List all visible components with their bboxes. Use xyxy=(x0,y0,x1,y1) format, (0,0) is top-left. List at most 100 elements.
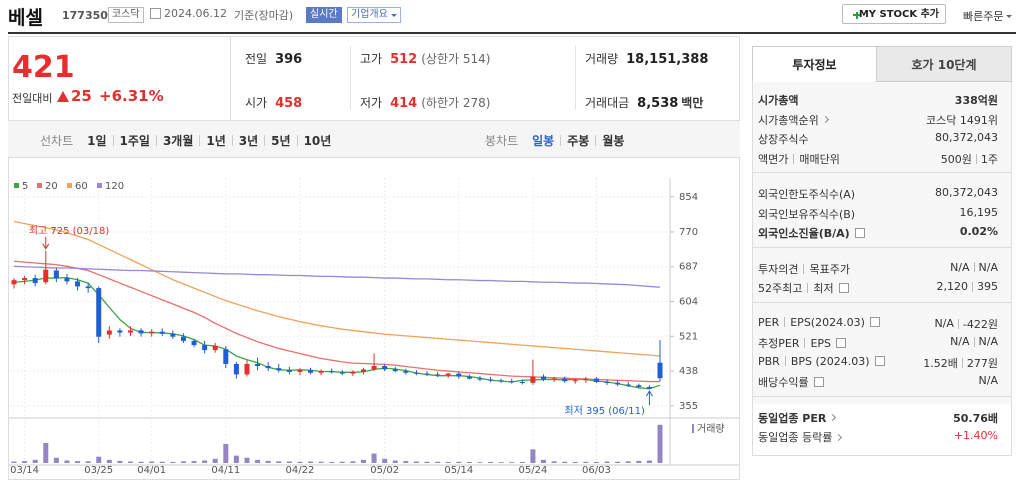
candle-body xyxy=(138,330,144,334)
value-part: 1주 xyxy=(980,152,998,166)
period-tab[interactable]: 일봉 xyxy=(532,134,555,148)
volume-bar xyxy=(212,458,218,463)
overview-tag[interactable]: 기업개요 xyxy=(347,7,401,23)
candle-body xyxy=(360,369,366,372)
volume-bar xyxy=(572,461,578,463)
market-tag: 코스닥 xyxy=(108,7,144,23)
period-tab[interactable]: 1일 xyxy=(87,134,107,148)
label-part: 배당수익률 xyxy=(758,376,809,389)
label-part: 시가총액순위 xyxy=(758,113,819,127)
period-tab[interactable]: 3개월 xyxy=(162,134,194,148)
label-part: 상장주식수 xyxy=(758,133,809,146)
calendar-icon xyxy=(150,8,161,19)
summary-value: 8,538 xyxy=(637,96,679,111)
period-tab[interactable]: 5년 xyxy=(271,134,291,148)
annotation: 최고 725 (03/18) xyxy=(29,225,110,237)
period-tab[interactable]: 1주일 xyxy=(119,134,150,148)
volume-legend-swatch xyxy=(692,424,694,433)
divider xyxy=(350,46,351,110)
period-tab[interactable]: 1년 xyxy=(206,134,226,148)
info-value: 코스닥 1491위 xyxy=(926,112,998,128)
section-divider xyxy=(753,172,1011,173)
help-icon[interactable] xyxy=(836,338,847,348)
quick-order[interactable]: 빠른주문 xyxy=(963,8,1013,24)
legend-label: 60 xyxy=(75,181,88,192)
candle-body xyxy=(32,278,38,284)
label-part: 액면가 xyxy=(758,152,789,166)
summary-cell: 고가 512 (상한가 514) xyxy=(360,50,490,67)
label-part: 최저 xyxy=(813,282,834,295)
period-label: 봉차트 xyxy=(485,134,519,148)
candle-body xyxy=(244,363,250,375)
candle-body xyxy=(127,330,133,333)
candle-body xyxy=(96,288,102,337)
realtime-tag[interactable]: 실시간 xyxy=(306,7,342,23)
info-label: PER EPS(2024.03) xyxy=(758,316,880,329)
info-label: 추정PER EPS xyxy=(758,335,847,351)
x-tick-label: 05/14 xyxy=(444,465,473,476)
help-icon[interactable] xyxy=(874,356,885,366)
tab[interactable]: 투자정보 xyxy=(752,46,877,82)
summary-cell: 전일 396 xyxy=(245,50,302,67)
separator xyxy=(199,135,201,146)
volume-bar xyxy=(191,461,197,463)
period-tab[interactable]: 월봉 xyxy=(602,134,625,148)
value-part: 16,195 xyxy=(959,205,999,219)
candle-body xyxy=(541,376,547,380)
info-label: 액면가 매매단위 xyxy=(758,151,840,167)
help-icon[interactable] xyxy=(838,283,849,293)
candle-body xyxy=(53,270,59,279)
volume-bar xyxy=(530,449,536,463)
candle-body xyxy=(202,345,208,351)
ma-line xyxy=(13,260,660,383)
summary-label: 전일 xyxy=(245,52,268,66)
info-label: 시가총액 xyxy=(758,92,798,108)
volume-bar xyxy=(403,461,409,463)
summary-value: 18,151,388 xyxy=(626,52,709,67)
value-part: N/A xyxy=(978,374,998,387)
period-tab[interactable]: 10년 xyxy=(303,134,332,148)
annotation-head xyxy=(645,390,653,397)
candle-body xyxy=(286,370,292,372)
tab[interactable]: 호가 10단계 xyxy=(877,46,1012,82)
candle-body xyxy=(149,331,155,334)
summary-label: 거래량 xyxy=(585,52,619,66)
volume-bar xyxy=(435,461,441,463)
volume-bar xyxy=(244,457,250,463)
candle-body xyxy=(170,333,176,337)
help-icon[interactable] xyxy=(854,228,865,238)
value-part: 500원 xyxy=(940,152,972,166)
candle-body xyxy=(180,336,186,341)
period-tab[interactable]: 주봉 xyxy=(567,134,590,148)
mystock-button[interactable]: MY STOCK 추가 xyxy=(842,4,946,24)
period-tab[interactable]: 3년 xyxy=(238,134,259,148)
help-icon[interactable] xyxy=(869,317,880,327)
value-part: 277원 xyxy=(966,356,998,370)
candle-body xyxy=(509,381,515,383)
separator xyxy=(231,135,233,146)
candle-body xyxy=(350,371,356,374)
y-tick-label: 521 xyxy=(679,331,698,342)
summary-label: 시가 xyxy=(245,96,268,110)
summary-note: (하한가 278) xyxy=(421,96,491,110)
volume-bar xyxy=(22,461,28,463)
candle-body xyxy=(64,278,70,282)
volume-bar xyxy=(392,460,398,463)
x-tick-label: 06/03 xyxy=(582,465,611,476)
info-value: 16,195 xyxy=(960,206,999,219)
volume-bar xyxy=(424,461,430,463)
label-part: 매매단위 xyxy=(799,152,840,166)
value-part: 80,372,043 xyxy=(935,186,998,199)
candle-body xyxy=(488,379,494,381)
summary-cell: 시가 458 xyxy=(245,94,302,111)
volume-bar xyxy=(519,461,525,463)
help-icon[interactable] xyxy=(813,377,824,387)
arrow-icon xyxy=(835,433,843,441)
value-part: 338억원 xyxy=(954,94,998,107)
candle-body xyxy=(223,349,229,364)
divider xyxy=(230,36,231,120)
candle-body xyxy=(43,269,49,283)
value-part: N/A xyxy=(978,335,998,348)
candle-body xyxy=(191,340,197,346)
